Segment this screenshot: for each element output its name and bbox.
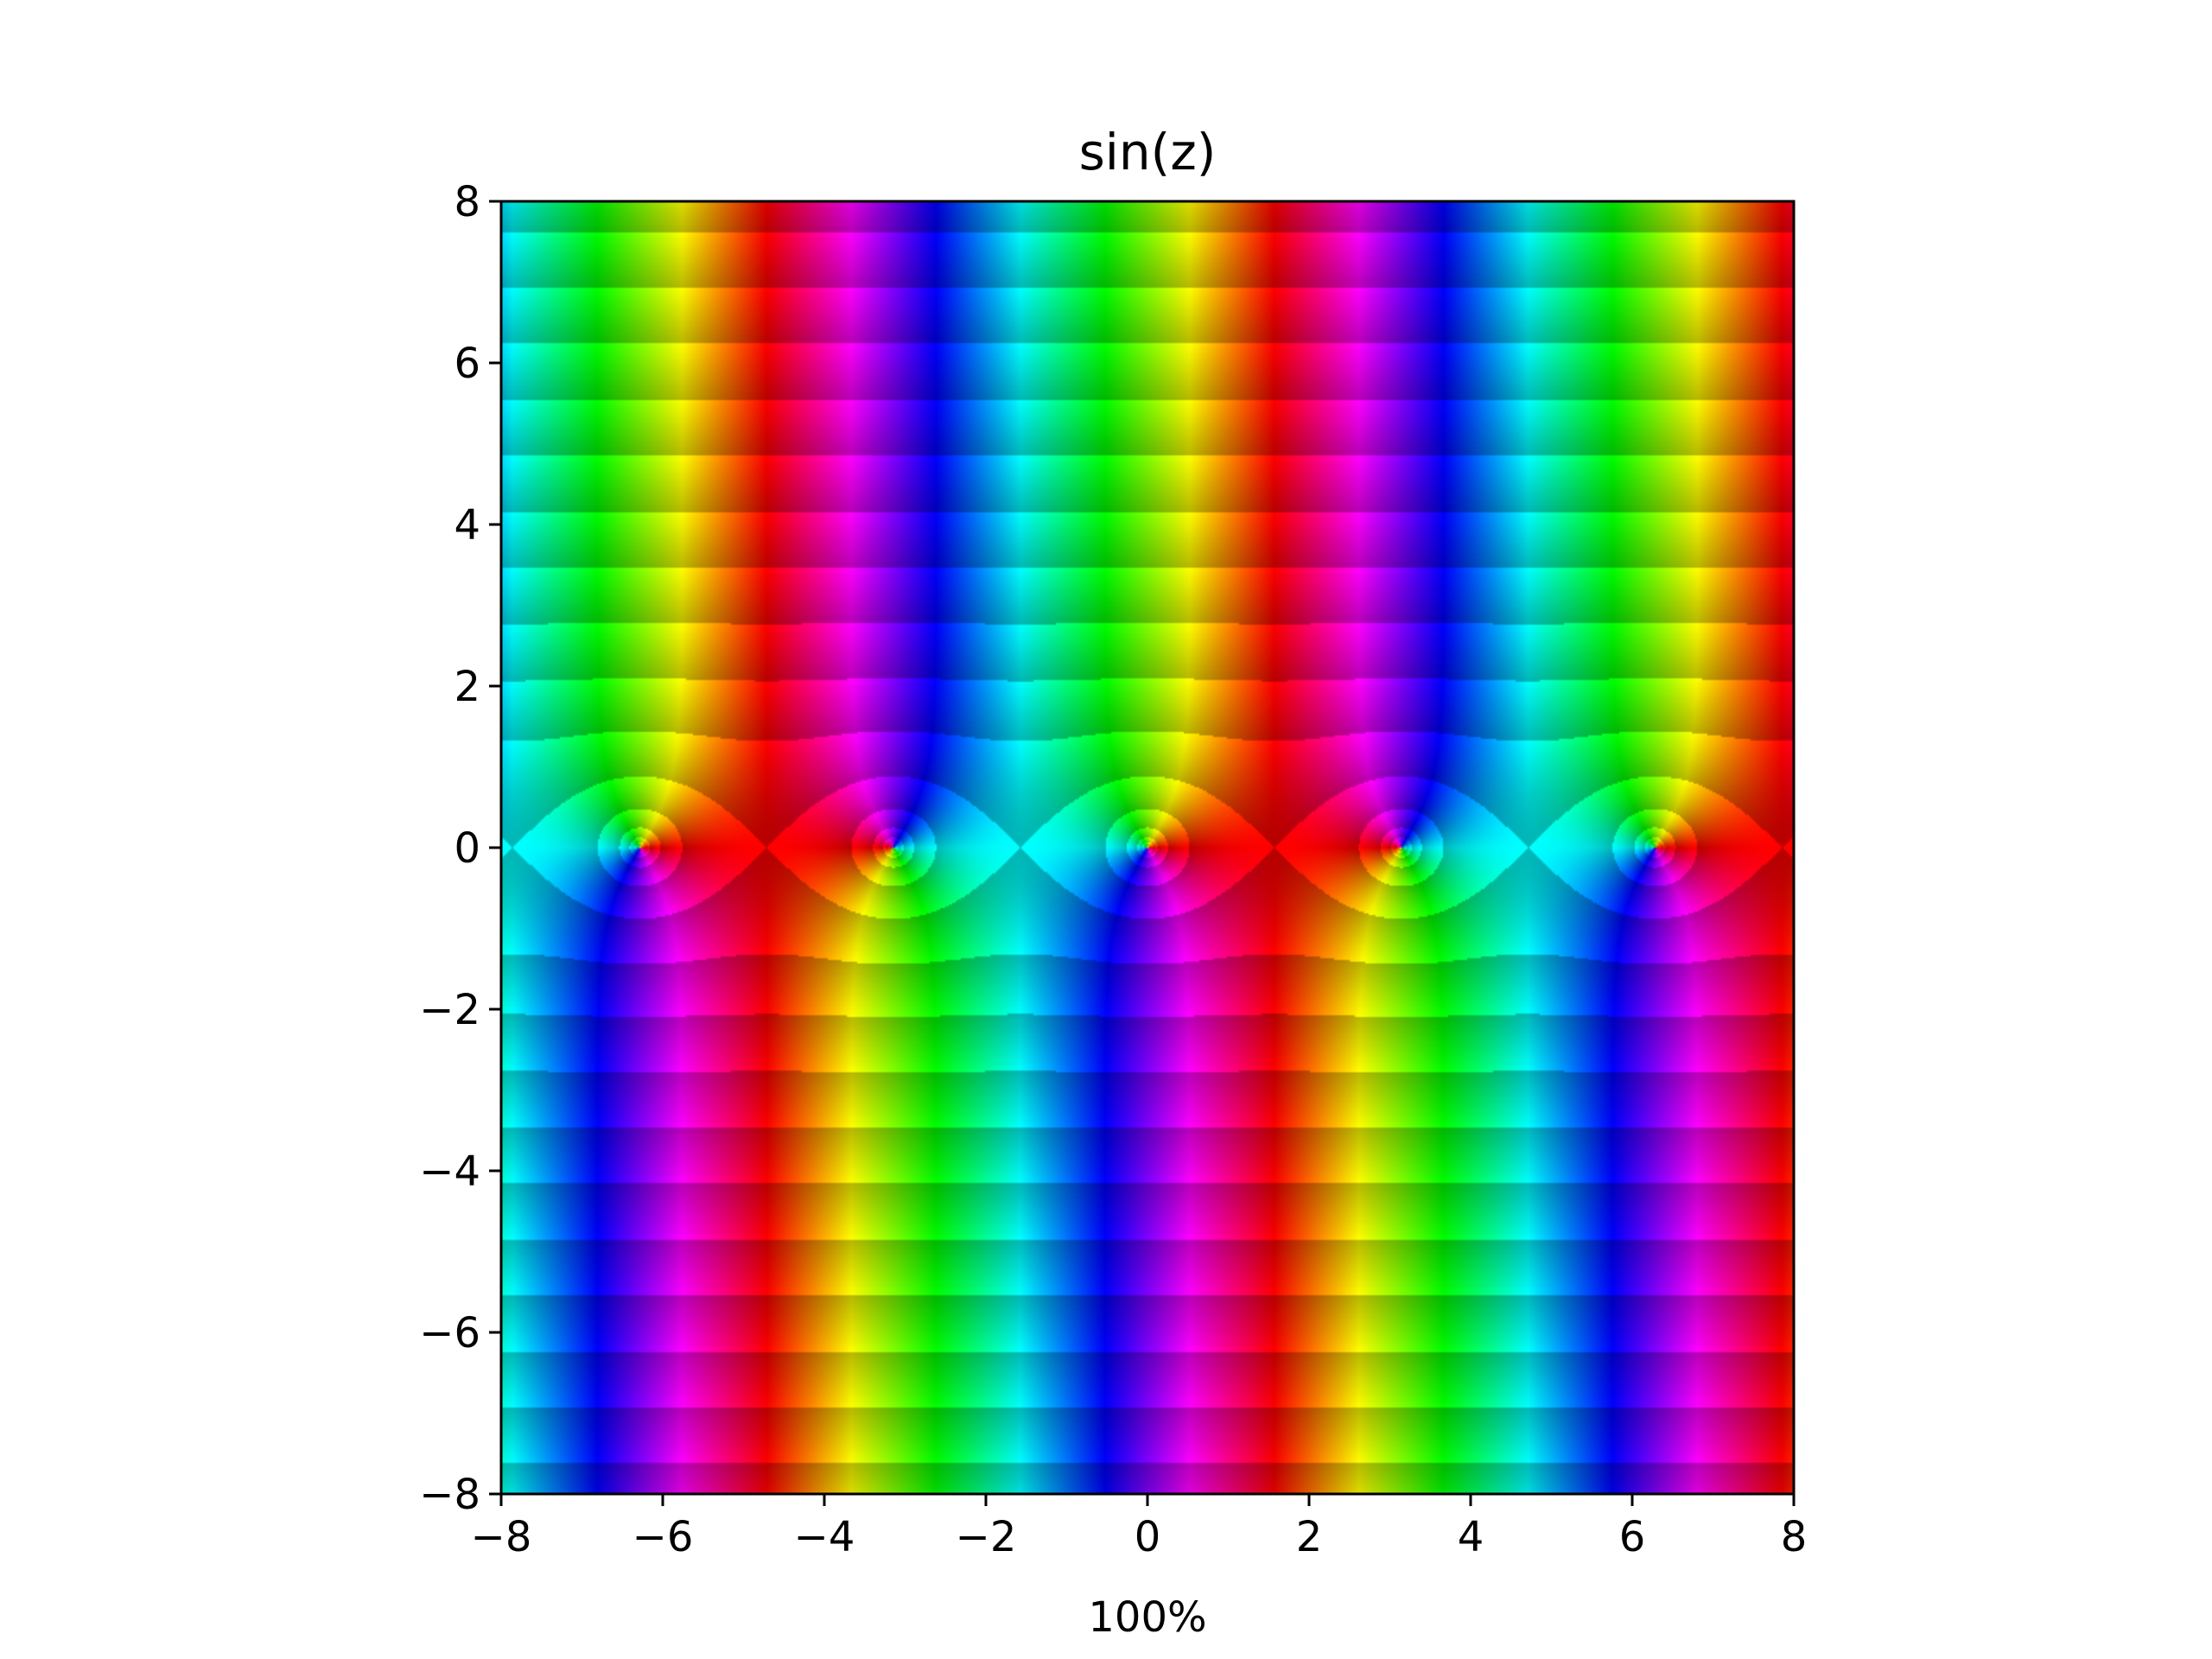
x-tick-label: −8 [471,1513,532,1561]
x-tick-label: 8 [1781,1513,1808,1561]
chart-title: sin(z) [1079,123,1217,181]
x-tick-label: 6 [1619,1513,1646,1561]
x-tick-label: −2 [956,1513,1017,1561]
x-axis-ticks: −8 −6 −4 −2 0 2 4 6 8 [471,1494,1808,1561]
x-axis-label: 100% [1088,1593,1206,1642]
x-tick-label: −4 [794,1513,855,1561]
x-tick-label: 4 [1458,1513,1484,1561]
y-axis-ticks: −8 −6 −4 −2 0 2 4 6 8 [419,178,501,1519]
y-tick-label: 8 [454,178,480,226]
y-tick-label: −2 [419,986,480,1034]
y-tick-label: −8 [419,1471,480,1519]
plot-frame [499,200,1796,1496]
x-tick-label: 0 [1135,1513,1161,1561]
y-tick-label: 0 [454,824,480,873]
y-tick-label: 4 [454,501,480,550]
domain-coloring-heatmap [501,201,1794,1494]
y-tick-label: 2 [454,663,480,711]
y-tick-label: 6 [454,340,480,388]
y-tick-label: −6 [419,1309,480,1357]
x-tick-label: 2 [1296,1513,1323,1561]
x-tick-label: −6 [632,1513,694,1561]
y-tick-label: −4 [419,1147,480,1196]
